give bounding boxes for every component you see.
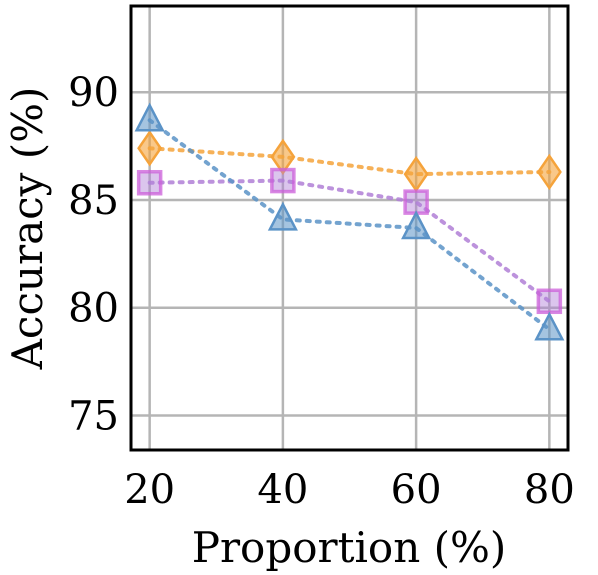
x-axis-label: Proportion (%) <box>192 523 507 572</box>
triangle-marker <box>534 311 565 341</box>
square-marker <box>270 167 296 194</box>
series-group <box>134 102 565 341</box>
diamond-marker <box>536 153 562 191</box>
triangle-series-line <box>147 118 552 332</box>
y-tick-label: 80 <box>68 286 119 332</box>
y-axis-label: Accuracy (%) <box>3 87 52 371</box>
tick-labels: 20 40 60 80 75 80 85 90 <box>68 70 575 513</box>
x-tick-label: 20 <box>124 467 175 513</box>
diamond-marker <box>137 130 163 167</box>
diamond-series-line <box>147 146 552 177</box>
triangle-marker <box>401 210 432 240</box>
x-tick-label: 60 <box>391 467 442 513</box>
y-tick-label: 75 <box>68 394 119 440</box>
x-tick-label: 80 <box>524 467 575 513</box>
triangle-marker <box>267 201 298 231</box>
square-marker <box>536 288 563 315</box>
y-tick-label: 85 <box>68 178 119 224</box>
square-marker <box>403 189 429 215</box>
triangle-marker <box>134 102 165 132</box>
x-tick-label: 40 <box>257 467 308 513</box>
y-tick-label: 90 <box>68 70 119 116</box>
plot-frame <box>129 4 570 452</box>
square-series-line <box>147 178 552 304</box>
diamond-marker <box>270 138 296 176</box>
square-marker <box>136 169 163 196</box>
